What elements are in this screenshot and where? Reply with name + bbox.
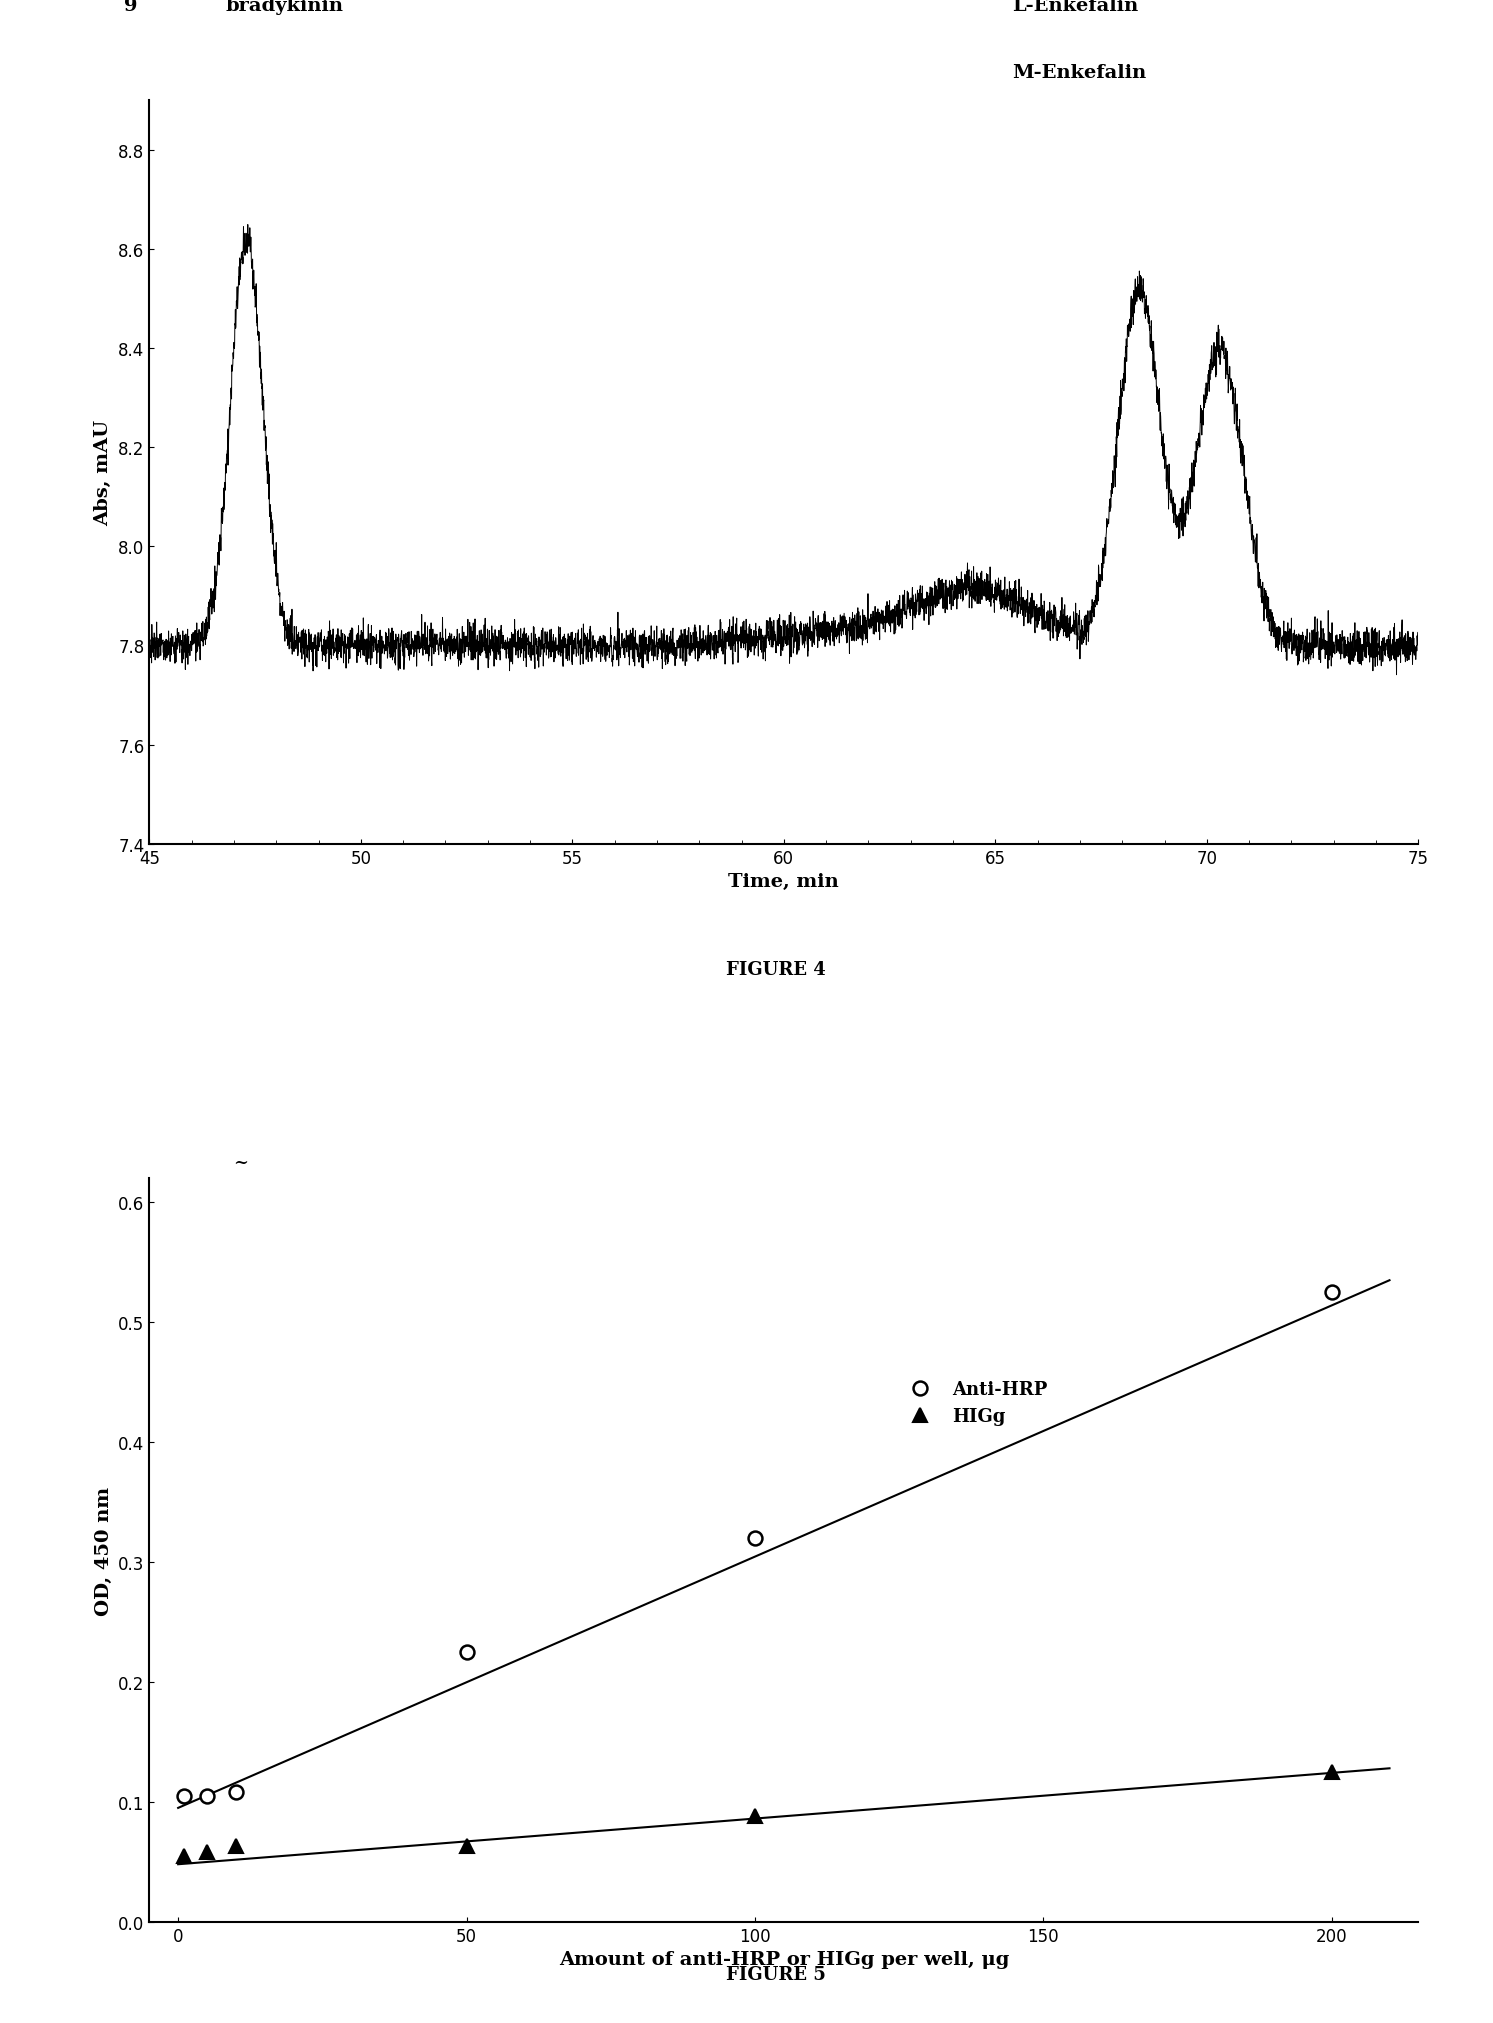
Text: ~: ~: [233, 1153, 248, 1171]
Text: FIGURE 5: FIGURE 5: [727, 1964, 826, 1983]
Text: FIGURE 4: FIGURE 4: [727, 961, 826, 979]
Text: bradykinin: bradykinin: [225, 0, 343, 14]
Y-axis label: OD, 450 nm: OD, 450 nm: [94, 1485, 112, 1614]
Legend: Anti-HRP, HIGg: Anti-HRP, HIGg: [894, 1374, 1054, 1432]
Text: 9: 9: [124, 0, 137, 14]
Text: M-Enkefalin: M-Enkefalin: [1012, 65, 1147, 83]
Y-axis label: Abs, mAU: Abs, mAU: [94, 419, 112, 526]
X-axis label: Time, min: Time, min: [729, 872, 839, 890]
Text: L-Enkefalin: L-Enkefalin: [1012, 0, 1139, 14]
X-axis label: Amount of anti-HRP or HIGg per well, μg: Amount of anti-HRP or HIGg per well, μg: [558, 1950, 1009, 1968]
